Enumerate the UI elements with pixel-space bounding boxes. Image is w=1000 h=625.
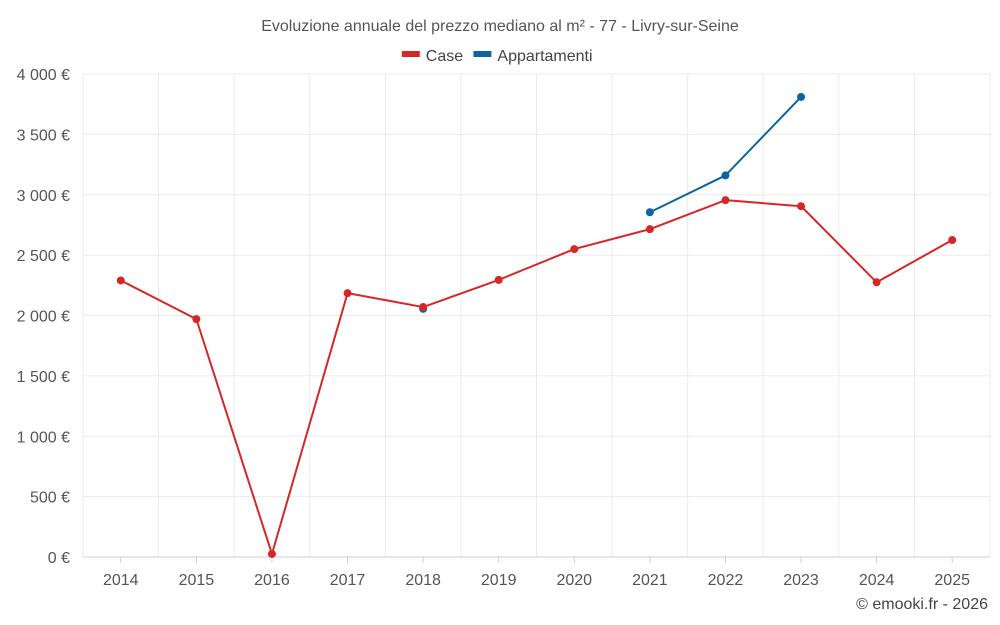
legend-swatch <box>473 51 492 57</box>
data-point <box>343 289 352 298</box>
legend-item-appartamenti: Appartamenti <box>473 48 593 65</box>
y-tick-label: 4 000 € <box>17 67 70 84</box>
data-point <box>419 303 428 312</box>
series-case <box>116 196 957 558</box>
chart-title: Evoluzione annuale del prezzo mediano al… <box>261 18 739 35</box>
data-point <box>192 315 201 324</box>
x-tick-label: 2024 <box>859 572 895 589</box>
series-line-segment <box>347 292 424 309</box>
x-tick-label: 2022 <box>708 572 744 589</box>
y-tick-label: 2 500 € <box>17 248 70 265</box>
data-point <box>494 275 503 284</box>
data-point <box>645 225 654 234</box>
legend-swatch <box>401 51 420 57</box>
data-point <box>116 276 125 285</box>
x-tick-label: 2019 <box>481 572 517 589</box>
data-point <box>797 202 806 211</box>
series-layer <box>116 92 957 558</box>
x-tick-label: 2016 <box>254 572 290 589</box>
series-line-segment <box>422 278 500 308</box>
x-tick-label: 2020 <box>556 572 592 589</box>
data-point <box>721 196 730 205</box>
series-line-segment <box>649 174 726 214</box>
y-tick-label: 500 € <box>30 490 70 507</box>
data-point <box>721 171 730 180</box>
x-tick-label: 2018 <box>405 572 441 589</box>
axes: 0 € 500 € 1 000 € 1 500 € 2 000 € 2 500 € 3 00… <box>17 67 990 589</box>
legend-item-case: Case <box>401 48 463 65</box>
series-line-segment <box>649 199 726 231</box>
data-point <box>267 549 276 558</box>
series-line-segment <box>120 279 197 321</box>
data-point <box>948 236 957 245</box>
x-tick-label: 2017 <box>330 572 366 589</box>
credit-label: © emooki.fr - 2026 <box>856 596 988 613</box>
y-tick-label: 1 000 € <box>17 429 70 446</box>
series-line-segment <box>195 318 273 555</box>
series-line-segment <box>270 292 349 555</box>
legend-label: Case <box>426 48 463 65</box>
grid <box>82 73 991 557</box>
x-tick-label: 2014 <box>103 572 139 589</box>
y-tick-label: 1 500 € <box>17 369 70 386</box>
y-tick-label: 2 000 € <box>17 309 70 326</box>
x-tick-label: 2023 <box>783 572 819 589</box>
legend-label: Appartamenti <box>497 48 592 65</box>
series-line-segment <box>876 239 953 284</box>
data-point <box>872 278 881 287</box>
series-line-segment <box>800 205 878 283</box>
x-tick-label: 2025 <box>934 572 970 589</box>
x-tick-label: 2021 <box>632 572 668 589</box>
x-tick-label: 2015 <box>179 572 215 589</box>
legend: Case Appartamenti <box>401 48 593 65</box>
series-line-segment <box>724 96 802 177</box>
series-line-segment <box>725 199 802 208</box>
y-tick-label: 0 € <box>48 550 70 567</box>
data-point <box>645 208 654 217</box>
series-line-segment <box>574 228 651 251</box>
data-point <box>797 92 806 101</box>
data-point <box>570 245 579 254</box>
y-tick-label: 3 000 € <box>17 188 70 205</box>
series-line-segment <box>498 248 575 281</box>
y-tick-label: 3 500 € <box>17 127 70 144</box>
